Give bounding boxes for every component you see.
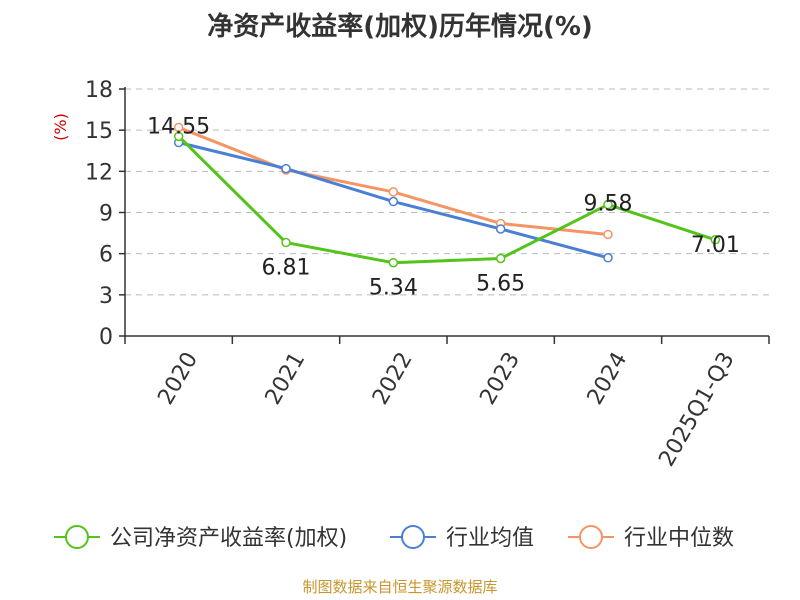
- data-label: 14.55: [147, 114, 210, 139]
- data-point-2: [173, 122, 184, 133]
- data-point-1: [281, 163, 291, 174]
- label-layer: 14.55 6.81 5.34 5.65 9.58 7.01: [147, 114, 740, 300]
- x-tick-label: 2021: [261, 348, 311, 409]
- data-point-1: [388, 196, 399, 207]
- legend-marker-0: [65, 525, 89, 549]
- data-label: 5.65: [476, 271, 525, 296]
- y-tick-label: 18: [85, 78, 113, 103]
- data-label: 6.81: [262, 256, 311, 281]
- legend-layer: 公司净资产收益率(加权) 行业均值 行业中位数: [54, 525, 734, 551]
- x-tick-label: 2025Q1-Q3: [654, 348, 739, 471]
- data-point-1: [495, 224, 506, 234]
- data-label: 7.01: [691, 233, 740, 258]
- y-tick-label: 12: [85, 160, 113, 185]
- data-point-0: [173, 131, 184, 142]
- series-line-0: [177, 135, 716, 265]
- x-tick-label: 2020: [153, 348, 203, 409]
- data-point-0: [710, 235, 721, 245]
- data-point-0: [603, 199, 613, 210]
- y-tick-label: 3: [99, 284, 113, 309]
- legend-label-2: 行业中位数: [624, 526, 734, 551]
- series-layer: [173, 122, 721, 268]
- legend-marker-1: [401, 525, 425, 549]
- chart-title: 净资产收益率(加权)历年情况(%): [207, 12, 593, 42]
- legend-label-0: 公司净资产收益率(加权): [110, 526, 347, 551]
- data-point-0: [495, 253, 506, 264]
- x-tick-label: 2024: [583, 348, 633, 409]
- y-tick-label: 6: [99, 243, 113, 268]
- axis-layer: 0 3 6 9 12 15 18 2020 2021 2022 2023 2024 2025Q1-Q3: [85, 78, 770, 471]
- y-tick-label: 15: [85, 119, 113, 144]
- source-note: 制图数据来自恒生聚源数据库: [302, 578, 498, 596]
- x-tick-label: 2023: [475, 348, 525, 409]
- legend-label-1: 行业均值: [446, 526, 534, 551]
- data-point-2: [603, 229, 613, 240]
- x-tick-label: 2022: [368, 348, 418, 409]
- y-tick-label: 0: [99, 325, 113, 350]
- data-label: 9.58: [584, 192, 633, 217]
- grid-layer: [125, 88, 769, 296]
- series-line-2: [178, 126, 609, 236]
- y-tick-label: 9: [99, 202, 113, 227]
- data-point-0: [281, 237, 291, 248]
- data-point-2: [388, 187, 399, 197]
- data-point-0: [388, 257, 399, 268]
- data-label: 5.34: [369, 276, 418, 301]
- legend-marker-2: [579, 525, 603, 549]
- data-point-1: [603, 253, 613, 263]
- y-axis-unit-label: (%): [51, 113, 70, 141]
